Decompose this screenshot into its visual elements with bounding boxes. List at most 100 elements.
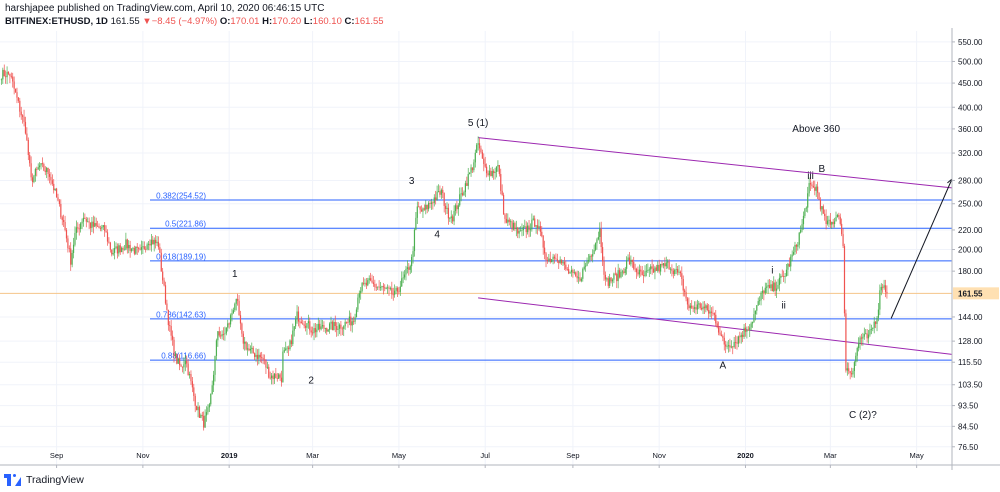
candle-body bbox=[635, 268, 638, 273]
price-tick-label: 180.00 bbox=[958, 267, 983, 276]
candle-body bbox=[709, 311, 711, 314]
candle-body bbox=[654, 267, 656, 273]
candle-body bbox=[197, 406, 199, 411]
candle-body bbox=[493, 171, 495, 174]
candle-body bbox=[227, 323, 229, 328]
candle-body bbox=[312, 332, 314, 334]
candle-body bbox=[518, 230, 520, 234]
candle-body bbox=[426, 204, 428, 210]
price-axis-bg bbox=[952, 0, 1000, 470]
candle-body bbox=[563, 261, 566, 265]
candle-body bbox=[562, 261, 564, 264]
candle-body bbox=[398, 291, 400, 293]
candle-body bbox=[716, 323, 718, 328]
candle-body bbox=[278, 374, 280, 379]
candle-body bbox=[361, 282, 363, 291]
candle-body bbox=[337, 328, 339, 330]
candle-body bbox=[853, 362, 855, 371]
candle-body bbox=[575, 272, 577, 276]
candle-body bbox=[552, 256, 554, 260]
candle-body bbox=[599, 228, 601, 237]
change-down-icon: ▼ bbox=[142, 16, 152, 27]
candle-body bbox=[95, 223, 97, 226]
candle-body bbox=[579, 277, 581, 281]
candle-body bbox=[884, 285, 887, 292]
high-label: H: bbox=[262, 16, 273, 27]
candle-body bbox=[246, 348, 249, 350]
candle-body bbox=[75, 227, 77, 234]
candle-body bbox=[589, 255, 591, 260]
candle-body bbox=[184, 360, 186, 365]
candle-body bbox=[265, 360, 267, 368]
candle-body bbox=[665, 262, 667, 267]
time-tick-label: Nov bbox=[653, 451, 667, 460]
candle-body bbox=[68, 248, 70, 250]
candle-body bbox=[504, 214, 506, 219]
candle-body bbox=[229, 315, 232, 325]
candle-body bbox=[771, 284, 773, 292]
candle-body bbox=[832, 221, 834, 225]
candle-body bbox=[340, 324, 342, 329]
candle-body bbox=[224, 333, 226, 335]
candle-body bbox=[279, 374, 281, 378]
wave-annotation: 1 bbox=[232, 269, 238, 280]
candle-body bbox=[850, 373, 853, 375]
candle-body bbox=[791, 254, 793, 257]
candle-body bbox=[268, 366, 270, 378]
candle-body bbox=[668, 261, 670, 270]
candle-body bbox=[402, 277, 404, 279]
candle-body bbox=[384, 287, 386, 289]
candle-body bbox=[814, 187, 816, 191]
candle-body bbox=[469, 172, 471, 175]
candle-body bbox=[394, 290, 396, 295]
candle-body bbox=[53, 183, 55, 191]
candle-body bbox=[280, 377, 283, 383]
candle-body bbox=[875, 321, 877, 324]
candle-body bbox=[215, 340, 218, 356]
candle-body bbox=[856, 347, 858, 356]
candle-body bbox=[37, 167, 39, 170]
candle-body bbox=[152, 239, 154, 245]
candle-body bbox=[483, 158, 485, 164]
wave-annotation: 5 (1) bbox=[468, 118, 489, 129]
wave-annotation: C (2)? bbox=[849, 410, 877, 421]
candle-body bbox=[688, 304, 690, 309]
candle-body bbox=[590, 255, 592, 257]
candle-body bbox=[6, 71, 8, 78]
candle-body bbox=[51, 180, 53, 184]
candle-body bbox=[94, 223, 96, 227]
candle-body bbox=[637, 272, 639, 275]
candle-body bbox=[429, 203, 431, 204]
candle-body bbox=[794, 244, 796, 253]
candle-body bbox=[282, 351, 284, 383]
candle-body bbox=[879, 290, 881, 310]
candle-body bbox=[607, 278, 609, 286]
candle-body bbox=[757, 301, 759, 306]
candle-body bbox=[648, 269, 650, 271]
candle-body bbox=[98, 226, 100, 228]
candle-body bbox=[643, 275, 645, 276]
candle-body bbox=[91, 221, 93, 229]
price-tick-label: 550.00 bbox=[958, 38, 983, 47]
candle-body bbox=[345, 321, 348, 323]
candle-body bbox=[576, 275, 578, 279]
candle-body bbox=[838, 215, 840, 217]
candle-body bbox=[118, 245, 120, 254]
candle-body bbox=[746, 329, 748, 332]
candle-body bbox=[266, 366, 268, 368]
candle-body bbox=[450, 216, 452, 219]
candle-body bbox=[17, 97, 19, 101]
candle-body bbox=[77, 227, 79, 229]
candle-body bbox=[142, 246, 144, 248]
candle-body bbox=[166, 303, 168, 310]
candle-body bbox=[553, 256, 556, 259]
candle-body bbox=[217, 331, 219, 341]
candle-body bbox=[750, 323, 752, 328]
tradingview-brand[interactable]: TradingView bbox=[26, 474, 84, 486]
candle-body bbox=[674, 269, 676, 275]
candle-body bbox=[324, 328, 326, 329]
candle-body bbox=[261, 357, 263, 359]
last-price: 161.55 bbox=[110, 16, 140, 27]
candle-body bbox=[551, 259, 553, 262]
